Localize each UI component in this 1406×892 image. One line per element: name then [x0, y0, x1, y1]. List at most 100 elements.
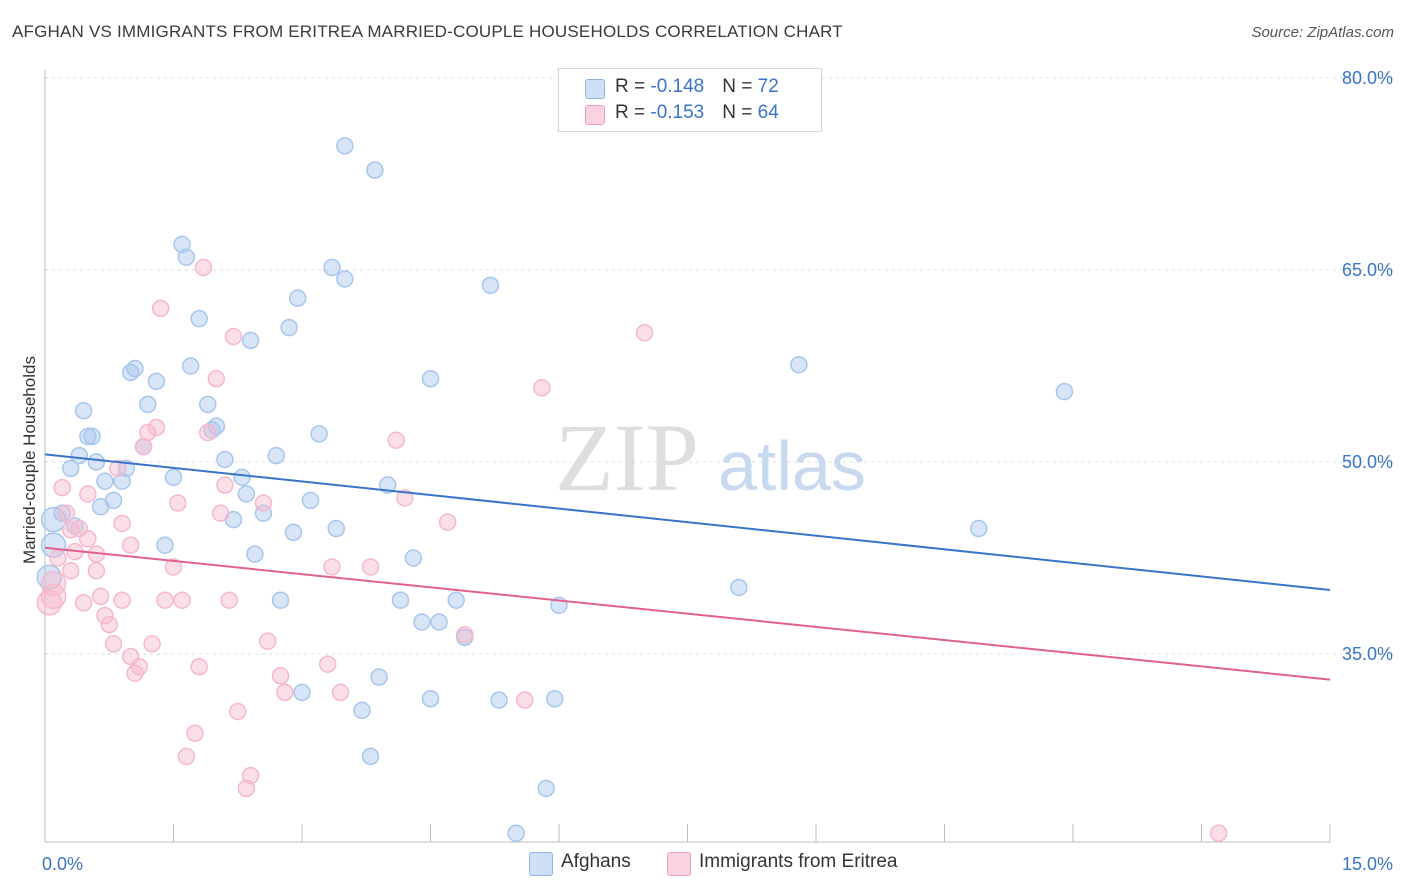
point-eritrea — [271, 667, 290, 685]
point-afghans — [404, 549, 423, 567]
point-eritrea — [224, 327, 243, 346]
y-tick-label: 65.0% — [1342, 260, 1393, 280]
point-afghans — [293, 683, 311, 702]
point-afghans — [970, 519, 988, 538]
watermark: ZIP atlas — [555, 404, 866, 511]
point-afghans — [53, 504, 71, 522]
watermark-zip: ZIP — [555, 404, 699, 511]
point-afghans — [96, 472, 114, 490]
point-afghans — [430, 613, 448, 631]
point-eritrea — [207, 370, 226, 388]
point-afghans — [79, 427, 97, 446]
point-afghans — [730, 578, 748, 597]
point-eritrea — [61, 562, 80, 580]
point-afghans — [83, 427, 101, 446]
point-eritrea — [456, 626, 474, 644]
point-eritrea — [220, 591, 238, 609]
point-afghans — [288, 289, 307, 307]
point-afghans — [284, 523, 303, 542]
point-eritrea — [1209, 824, 1228, 842]
point-eritrea — [190, 658, 208, 676]
point-eritrea — [121, 536, 140, 554]
source-label: Source: ZipAtlas.com — [1251, 24, 1394, 41]
point-eritrea — [96, 606, 114, 625]
bottom-legend-swatch-eritrea — [667, 852, 691, 876]
point-eritrea — [318, 655, 337, 673]
point-eritrea — [130, 658, 148, 676]
bottom-legend-swatch-afghans — [529, 852, 553, 876]
point-afghans — [447, 591, 465, 609]
point-eritrea — [237, 779, 256, 798]
point-eritrea — [164, 558, 183, 576]
point-afghans — [301, 491, 320, 510]
bottom-legend-label-afghans: Afghans — [561, 851, 631, 872]
data-points — [36, 137, 1228, 842]
point-afghans — [74, 402, 93, 420]
point-afghans — [1055, 382, 1074, 401]
point-eritrea — [533, 379, 551, 397]
point-afghans — [87, 453, 106, 471]
point-eritrea — [635, 323, 654, 342]
point-eritrea — [87, 562, 106, 580]
point-afghans — [241, 331, 260, 350]
point-afghans — [370, 668, 388, 686]
bottom-legend-label-eritrea: Immigrants from Eritrea — [699, 851, 898, 872]
point-eritrea — [79, 485, 97, 503]
point-eritrea — [74, 594, 93, 612]
point-afghans — [421, 370, 440, 388]
point-eritrea — [49, 549, 67, 567]
point-afghans — [181, 357, 200, 375]
chart-title: AFGHAN VS IMMIGRANTS FROM ERITREA MARRIE… — [12, 22, 843, 41]
point-eritrea — [438, 513, 457, 531]
trend-line-eritrea — [44, 546, 1331, 681]
point-afghans — [190, 309, 208, 328]
point-eritrea — [40, 583, 67, 610]
y-axis-label: Married-couple Households — [20, 356, 39, 564]
point-eritrea — [229, 702, 247, 721]
point-afghans — [104, 491, 123, 510]
point-eritrea — [515, 691, 534, 709]
point-afghans — [507, 824, 525, 842]
point-eritrea — [323, 558, 341, 576]
point-afghans — [70, 446, 89, 465]
point-eritrea — [61, 521, 80, 539]
point-afghans — [323, 258, 341, 277]
point-afghans — [237, 485, 256, 503]
point-afghans — [366, 161, 384, 179]
point-afghans — [267, 446, 286, 465]
point-afghans — [40, 532, 67, 558]
point-afghans — [216, 450, 234, 469]
point-eritrea — [156, 591, 174, 609]
point-eritrea — [151, 299, 170, 318]
point-eritrea — [79, 530, 97, 548]
point-eritrea — [361, 558, 380, 576]
point-eritrea — [211, 504, 230, 522]
point-afghans — [139, 395, 157, 414]
point-eritrea — [254, 494, 273, 512]
point-afghans — [378, 476, 397, 494]
legend-swatch-afghans — [585, 79, 605, 99]
point-afghans — [164, 468, 183, 487]
point-eritrea — [147, 418, 166, 437]
point-afghans — [177, 248, 196, 266]
correlation-legend: R = -0.148 N = 72 R = -0.153 N = 64 — [558, 68, 822, 132]
point-afghans — [336, 270, 354, 288]
point-afghans — [40, 506, 67, 533]
point-eritrea — [169, 494, 187, 512]
point-afghans — [391, 591, 410, 609]
point-afghans — [421, 690, 440, 708]
point-afghans — [147, 372, 166, 391]
point-afghans — [353, 701, 371, 720]
point-afghans — [233, 468, 251, 487]
point-afghans — [336, 137, 354, 155]
point-afghans — [490, 691, 508, 709]
point-eritrea — [216, 476, 234, 494]
point-eritrea — [104, 635, 123, 653]
point-afghans — [246, 545, 264, 563]
legend-text-afghans: R = -0.148 N = 72 — [615, 76, 779, 97]
legend-text-eritrea: R = -0.153 N = 64 — [615, 102, 779, 123]
point-eritrea — [53, 478, 71, 497]
trend-lines — [44, 453, 1331, 681]
point-afghans — [327, 519, 346, 538]
